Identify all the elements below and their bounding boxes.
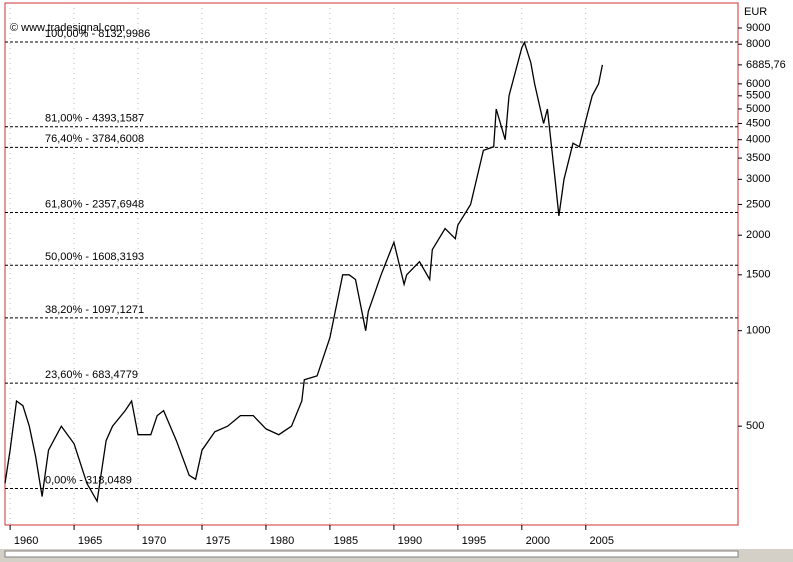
x-tick-label: 1980 bbox=[270, 535, 294, 547]
y-tick-label: 5000 bbox=[746, 103, 770, 115]
x-tick-label: 1975 bbox=[206, 535, 230, 547]
y-tick-label: 9000 bbox=[746, 22, 770, 34]
fib-label: 81,00% - 4393,1587 bbox=[45, 113, 144, 125]
y-tick-label: 5500 bbox=[746, 90, 770, 102]
y-tick-label: 8000 bbox=[746, 38, 770, 50]
y-tick-label: 4500 bbox=[746, 117, 770, 129]
y-tick-label: 1000 bbox=[746, 325, 770, 337]
y-tick-label: 2000 bbox=[746, 229, 770, 241]
y-tick-label: 3000 bbox=[746, 173, 770, 185]
scrollbar-track bbox=[4, 550, 739, 558]
fib-label: 38,20% - 1097,1271 bbox=[45, 304, 144, 316]
y-tick-label: 4000 bbox=[746, 134, 770, 146]
y-tick-label: 3500 bbox=[746, 152, 770, 164]
x-tick-label: 1990 bbox=[398, 535, 422, 547]
fib-label: 76,40% - 3784,6008 bbox=[45, 133, 144, 145]
fib-label: 50,00% - 1608,3193 bbox=[45, 251, 144, 263]
x-tick-label: 1985 bbox=[334, 535, 358, 547]
fib-label: 61,80% - 2357,6948 bbox=[45, 198, 144, 210]
plot-border bbox=[4, 2, 739, 526]
y-axis-label: EUR bbox=[744, 6, 767, 18]
y-tick-label: 6000 bbox=[746, 78, 770, 90]
x-tick-label: 1995 bbox=[462, 535, 486, 547]
x-tick-label: 2005 bbox=[590, 535, 614, 547]
x-tick-label: 1965 bbox=[78, 535, 102, 547]
last-price-label: 6885,76 bbox=[746, 59, 786, 71]
price-line bbox=[4, 40, 604, 504]
fib-label: 100,00% - 8132,9986 bbox=[45, 28, 150, 40]
y-tick-label: 500 bbox=[746, 420, 764, 432]
y-tick-label: 1500 bbox=[746, 269, 770, 281]
fib-label: 0,00% - 318,0489 bbox=[45, 474, 132, 486]
x-tick-label: 2000 bbox=[526, 535, 550, 547]
y-tick-label: 2500 bbox=[746, 198, 770, 210]
copyright: © www.tradesignal.com bbox=[10, 22, 125, 34]
x-tick-label: 1960 bbox=[14, 535, 38, 547]
fib-label: 23,60% - 683,4779 bbox=[45, 369, 138, 381]
x-tick-label: 1970 bbox=[142, 535, 166, 547]
